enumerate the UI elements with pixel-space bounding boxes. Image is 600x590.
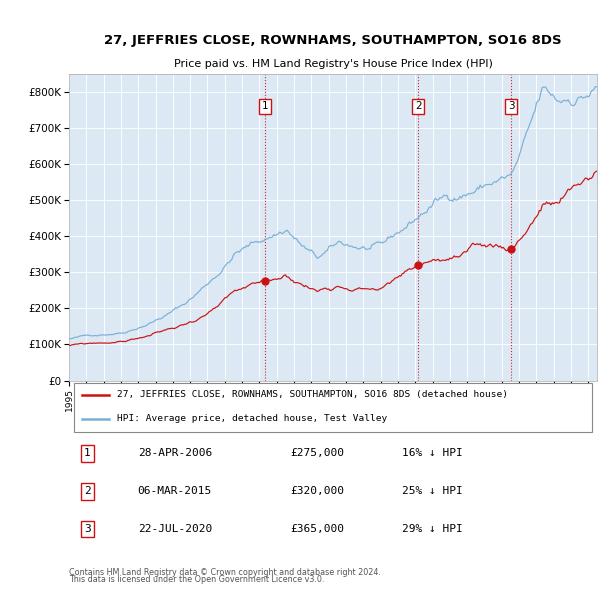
Text: 16% ↓ HPI: 16% ↓ HPI bbox=[401, 448, 463, 458]
Text: 3: 3 bbox=[508, 101, 515, 112]
Text: 27, JEFFRIES CLOSE, ROWNHAMS, SOUTHAMPTON, SO16 8DS: 27, JEFFRIES CLOSE, ROWNHAMS, SOUTHAMPTO… bbox=[104, 34, 562, 47]
Text: £320,000: £320,000 bbox=[291, 486, 345, 496]
Text: 27, JEFFRIES CLOSE, ROWNHAMS, SOUTHAMPTON, SO16 8DS (detached house): 27, JEFFRIES CLOSE, ROWNHAMS, SOUTHAMPTO… bbox=[116, 391, 508, 399]
Text: 29% ↓ HPI: 29% ↓ HPI bbox=[401, 524, 463, 534]
Text: 25% ↓ HPI: 25% ↓ HPI bbox=[401, 486, 463, 496]
Text: £365,000: £365,000 bbox=[291, 524, 345, 534]
Text: 1: 1 bbox=[262, 101, 268, 112]
Text: 28-APR-2006: 28-APR-2006 bbox=[137, 448, 212, 458]
Text: This data is licensed under the Open Government Licence v3.0.: This data is licensed under the Open Gov… bbox=[69, 575, 325, 584]
Text: 22-JUL-2020: 22-JUL-2020 bbox=[137, 524, 212, 534]
Text: 1: 1 bbox=[84, 448, 91, 458]
Text: Price paid vs. HM Land Registry's House Price Index (HPI): Price paid vs. HM Land Registry's House … bbox=[173, 59, 493, 69]
Text: £275,000: £275,000 bbox=[291, 448, 345, 458]
Text: Contains HM Land Registry data © Crown copyright and database right 2024.: Contains HM Land Registry data © Crown c… bbox=[69, 568, 381, 576]
Text: 3: 3 bbox=[84, 524, 91, 534]
Text: HPI: Average price, detached house, Test Valley: HPI: Average price, detached house, Test… bbox=[116, 414, 387, 423]
Text: 2: 2 bbox=[84, 486, 91, 496]
FancyBboxPatch shape bbox=[74, 383, 592, 431]
Text: 06-MAR-2015: 06-MAR-2015 bbox=[137, 486, 212, 496]
Text: 2: 2 bbox=[415, 101, 422, 112]
